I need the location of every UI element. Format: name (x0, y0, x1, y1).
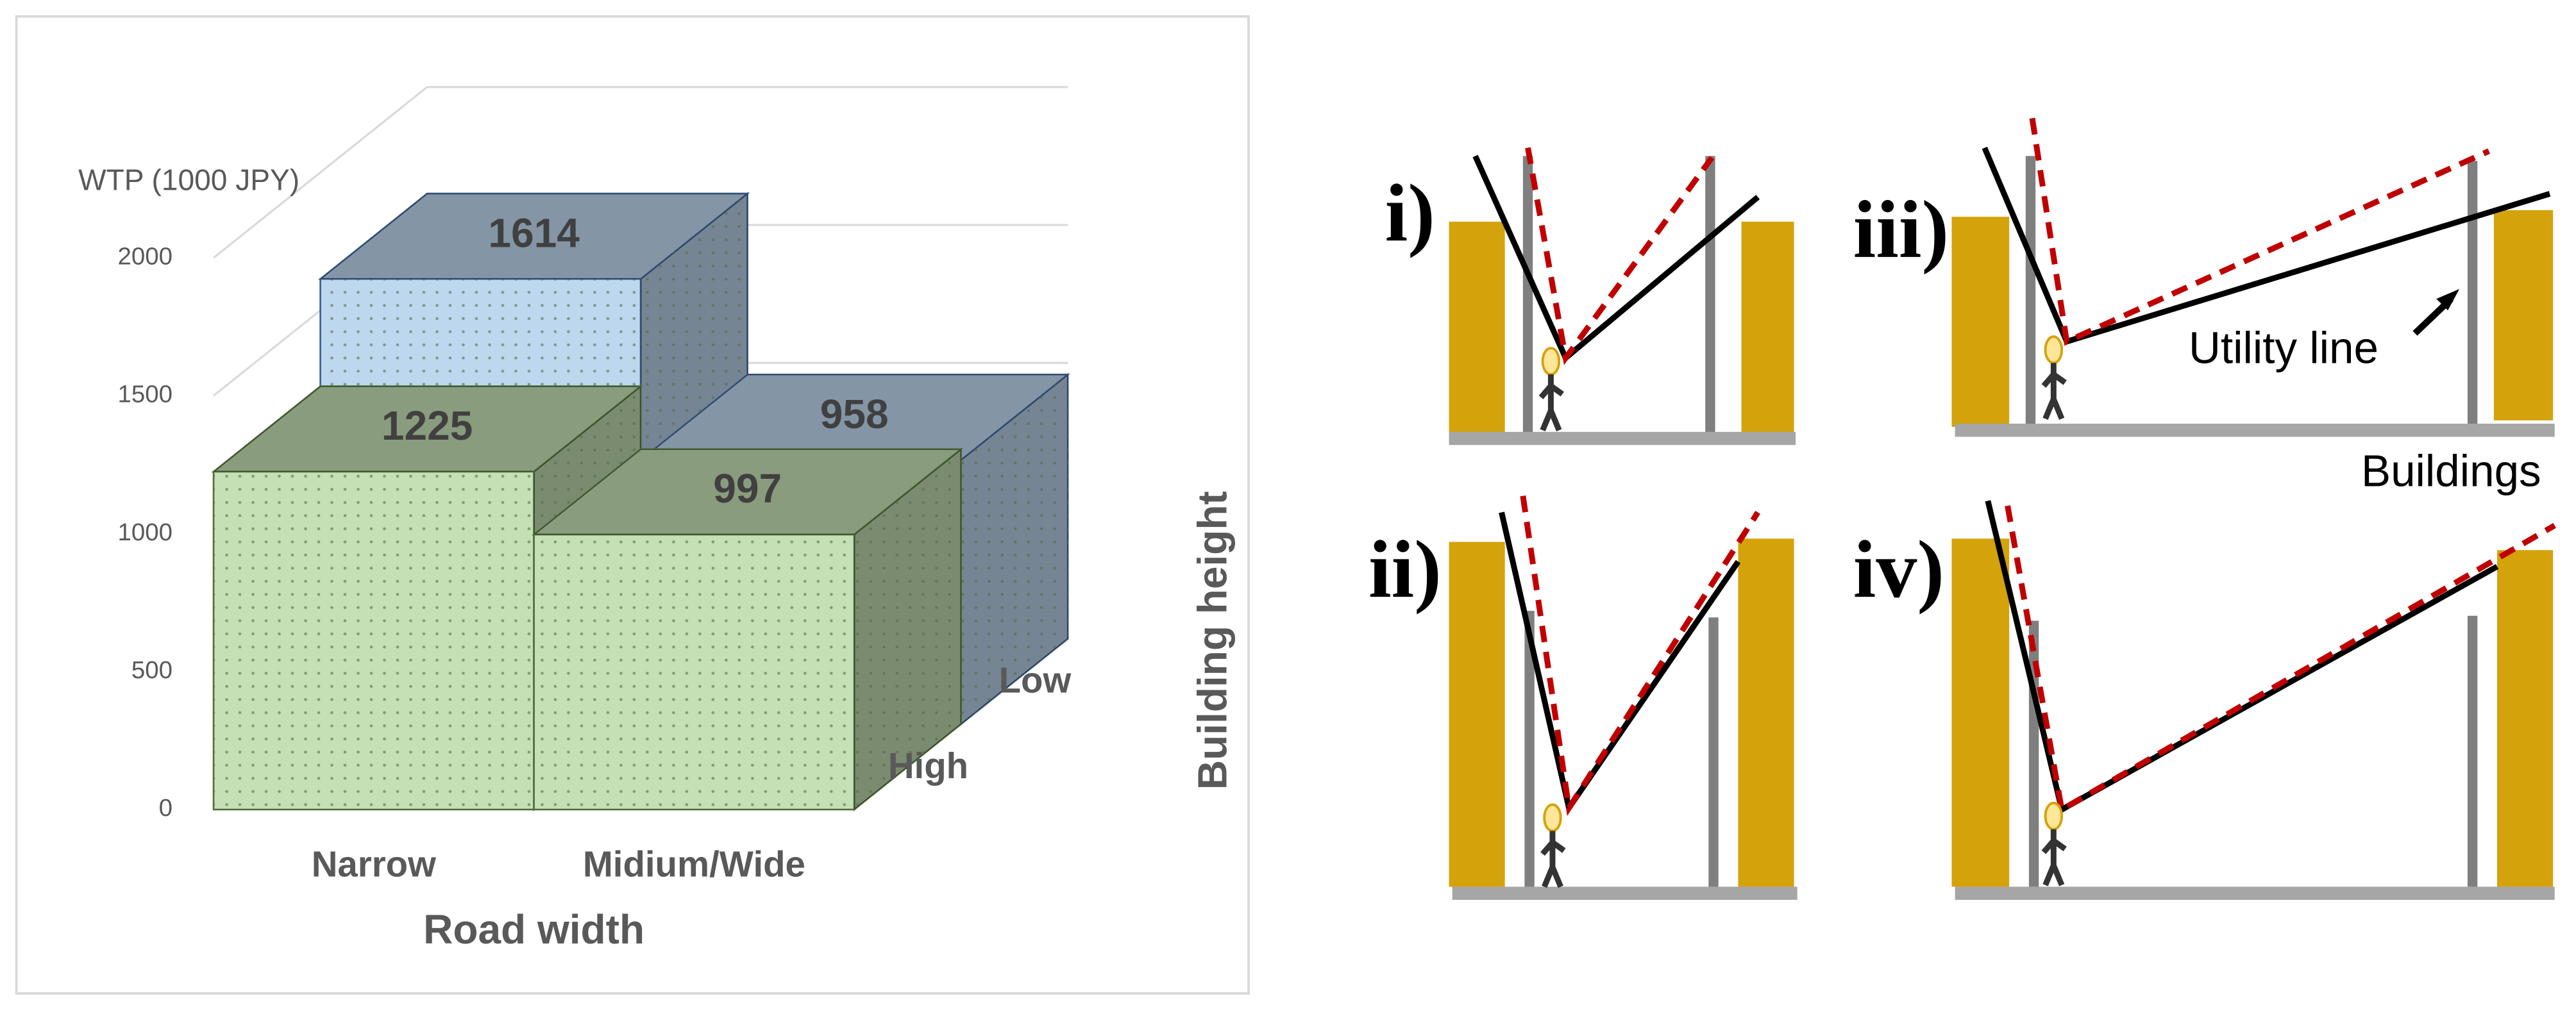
person (1541, 348, 1562, 430)
panel-i: i) (1385, 147, 1796, 445)
building (1951, 217, 2010, 428)
value-label: 997 (713, 465, 782, 511)
building (2493, 210, 2554, 420)
value-label: 958 (820, 391, 889, 437)
sight-line (1982, 146, 2551, 345)
arrow-head (2436, 288, 2460, 311)
panel-iv: iv) (1853, 500, 2556, 900)
x-tick-label: Narrow (312, 844, 436, 885)
y-axis-label: WTP (1000 JPY) (78, 163, 299, 197)
ground (1955, 423, 2555, 437)
pole (1708, 617, 1719, 887)
x-axis-label: Road width (423, 906, 644, 952)
ground (1452, 886, 1797, 900)
ground (1955, 886, 2555, 900)
x-tick-label: Midium/Wide (583, 844, 805, 885)
bar-top-shade (641, 374, 1068, 460)
chart: 0 500 1000 1500 2000 1614 958 Low 1225 997 High Nar… (118, 86, 1072, 885)
bar-top-shade (320, 193, 748, 279)
pole (1705, 156, 1715, 435)
bar-texture (534, 534, 855, 810)
value-label: 1225 (382, 403, 473, 449)
y-tick-label: 2000 (118, 242, 173, 270)
sight-line (1472, 154, 1760, 363)
legend: Buildings (2361, 446, 2541, 496)
panel-label: ii) (1368, 524, 1442, 615)
sight-line (1985, 500, 2499, 814)
y-tick-label: 500 (131, 656, 173, 684)
person (1543, 804, 1564, 886)
bar-side-texture (961, 374, 1068, 724)
person (2044, 803, 2065, 885)
pole (1522, 156, 1533, 435)
panel-label: i) (1385, 167, 1435, 258)
sight-line (1499, 511, 1741, 815)
bar-side-texture (854, 449, 961, 810)
building (1449, 542, 1505, 887)
panel-ii: ii) (1368, 495, 1797, 900)
building (1449, 221, 1505, 435)
bar-texture (214, 471, 534, 810)
z-axis-label: Building height (1190, 491, 1236, 790)
sight-line-dashed (1525, 147, 1715, 365)
sight-line-dashed (1520, 495, 1760, 816)
building (1741, 221, 1794, 435)
series-label: High (888, 745, 968, 786)
series-label: Low (999, 660, 1072, 701)
ground (1449, 431, 1796, 445)
building (1738, 538, 1794, 887)
y-tick-label: 1000 (118, 519, 173, 546)
bar-top-shade (214, 386, 641, 472)
pole (2025, 156, 2036, 428)
building (2497, 550, 2554, 887)
building (1951, 538, 2010, 887)
pole (2467, 615, 2478, 887)
callout: Utility line (2189, 323, 2378, 373)
y-tick-label: 1500 (118, 381, 173, 408)
pole (1524, 611, 1535, 887)
panel-label: iv) (1853, 524, 1944, 615)
y-tick-label: 0 (159, 794, 173, 822)
pole (2467, 161, 2478, 424)
sight-line-dashed (2005, 505, 2556, 815)
panel-iii: iii) Utility line Buildings (1853, 117, 2555, 496)
grid-line (213, 86, 1068, 259)
value-label: 1614 (488, 210, 580, 256)
panel-label: iii) (1853, 184, 1949, 275)
person (2044, 337, 2065, 419)
sight-line-dashed (2029, 117, 2491, 346)
bar-top-shade (534, 449, 961, 535)
